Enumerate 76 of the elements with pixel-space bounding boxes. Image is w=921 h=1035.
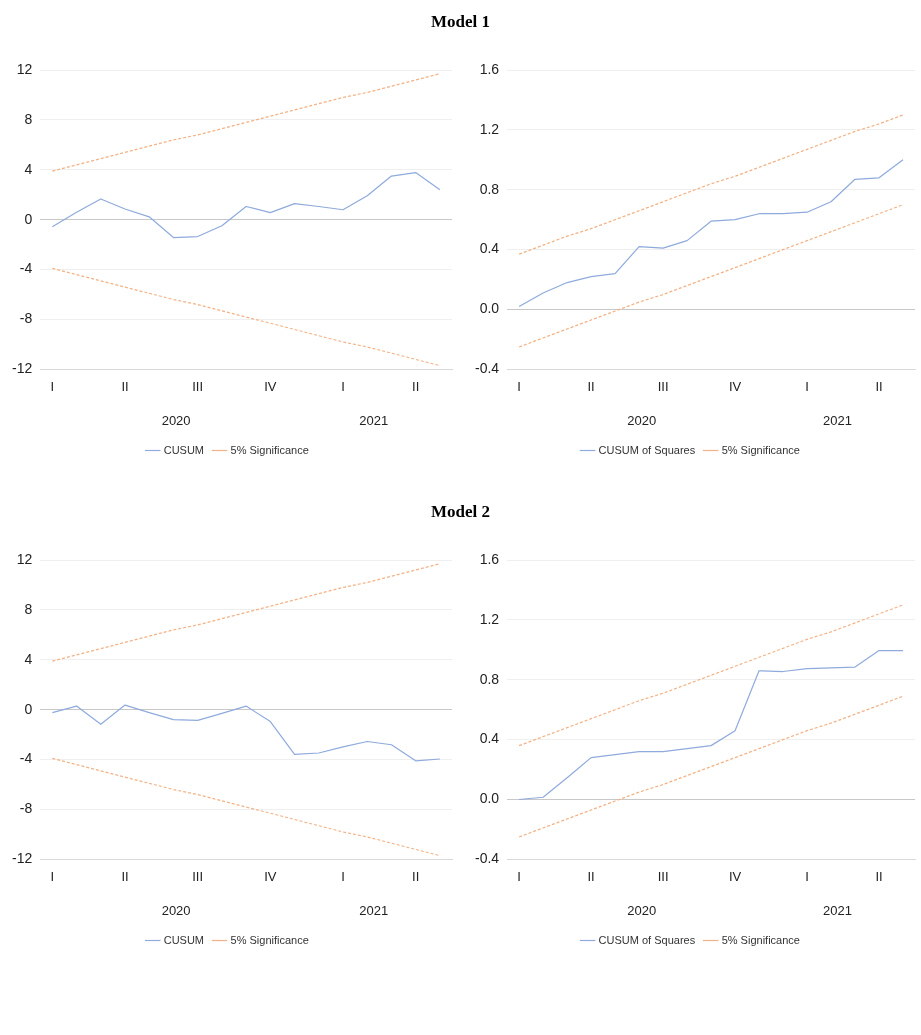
- y-tick-label: 1.2: [479, 610, 500, 627]
- line-series: [518, 204, 904, 348]
- x-tick-label: I: [341, 378, 345, 394]
- x-tick-label: II: [121, 868, 129, 884]
- legend-label: 5% Significance: [230, 933, 309, 946]
- x-tick-label: IV: [264, 378, 277, 394]
- x-tick-label: III: [657, 378, 669, 394]
- text: 2020: [627, 412, 657, 428]
- legend-label: 5% Significance: [721, 443, 800, 456]
- x-tick-label: IV: [728, 378, 742, 394]
- x-tick-label: II: [587, 868, 595, 884]
- y-tick-label: 8: [24, 110, 33, 127]
- y-tick-label: 0.0: [479, 790, 500, 807]
- chart-title: Model 2: [430, 501, 491, 523]
- x-tick-label: III: [192, 868, 204, 884]
- y-tick-label: 0.8: [479, 180, 500, 197]
- x-tick-label: II: [875, 378, 883, 394]
- y-tick-label: 1.6: [479, 550, 500, 567]
- text: 2020: [161, 412, 191, 428]
- legend-label: 5% Significance: [230, 443, 309, 456]
- y-tick-label: 0.0: [479, 300, 500, 317]
- text: 2021: [359, 902, 389, 918]
- y-tick-label: 0.8: [479, 670, 500, 687]
- x-tick-label: I: [50, 868, 55, 884]
- x-tick-label: III: [192, 378, 204, 394]
- line-series: [518, 114, 904, 255]
- y-tick-label: 12: [16, 550, 33, 567]
- y-tick-label: 4: [24, 160, 33, 177]
- x-tick-label: IV: [728, 868, 742, 884]
- text: 2021: [823, 902, 852, 918]
- text: 2020: [161, 902, 191, 918]
- x-tick-label: IV: [264, 868, 277, 884]
- x-tick-label: II: [412, 868, 420, 884]
- line-series: [51, 73, 441, 172]
- y-tick-label: -12: [12, 850, 33, 867]
- legend-label: CUSUM: [163, 443, 205, 456]
- text: 2021: [359, 412, 389, 428]
- y-tick-label: 8: [24, 600, 33, 617]
- y-tick-label: 1.6: [479, 60, 500, 77]
- line-series: [51, 563, 441, 662]
- y-tick-label: 4: [24, 650, 33, 667]
- text: 2021: [823, 412, 852, 428]
- y-tick-label: 12: [16, 60, 33, 77]
- legend-label: CUSUM: [163, 933, 205, 946]
- x-tick-label: II: [121, 378, 129, 394]
- x-tick-label: II: [412, 378, 420, 394]
- x-tick-label: I: [805, 868, 809, 884]
- x-tick-label: I: [517, 378, 521, 394]
- y-tick-label: 0: [24, 700, 33, 717]
- y-tick-label: -4: [19, 750, 33, 767]
- legend-label: CUSUM of Squares: [598, 933, 696, 946]
- y-tick-label: 0.4: [479, 730, 500, 747]
- y-tick-label: -0.4: [475, 360, 500, 377]
- y-tick-label: -12: [12, 360, 33, 377]
- legend-label: 5% Significance: [721, 933, 800, 946]
- x-tick-label: I: [517, 868, 521, 884]
- x-tick-label: I: [50, 378, 55, 394]
- x-tick-label: III: [657, 868, 669, 884]
- x-tick-label: I: [341, 868, 345, 884]
- y-tick-label: -4: [19, 260, 33, 277]
- line-series: [51, 757, 441, 857]
- y-tick-label: -0.4: [475, 850, 500, 867]
- line-series: [51, 267, 441, 367]
- y-tick-label: -8: [19, 800, 33, 817]
- y-tick-label: 0.4: [479, 240, 500, 257]
- line-series: [518, 695, 904, 838]
- text: 2020: [627, 902, 657, 918]
- x-tick-label: II: [875, 868, 883, 884]
- line-series: [518, 604, 904, 747]
- y-tick-label: 1.2: [479, 120, 500, 137]
- y-tick-label: -8: [19, 310, 33, 327]
- y-tick-label: 0: [24, 210, 33, 227]
- chart-title: Model 1: [430, 11, 491, 33]
- x-tick-label: II: [587, 378, 595, 394]
- x-tick-label: I: [805, 378, 809, 394]
- legend-label: CUSUM of Squares: [598, 443, 696, 456]
